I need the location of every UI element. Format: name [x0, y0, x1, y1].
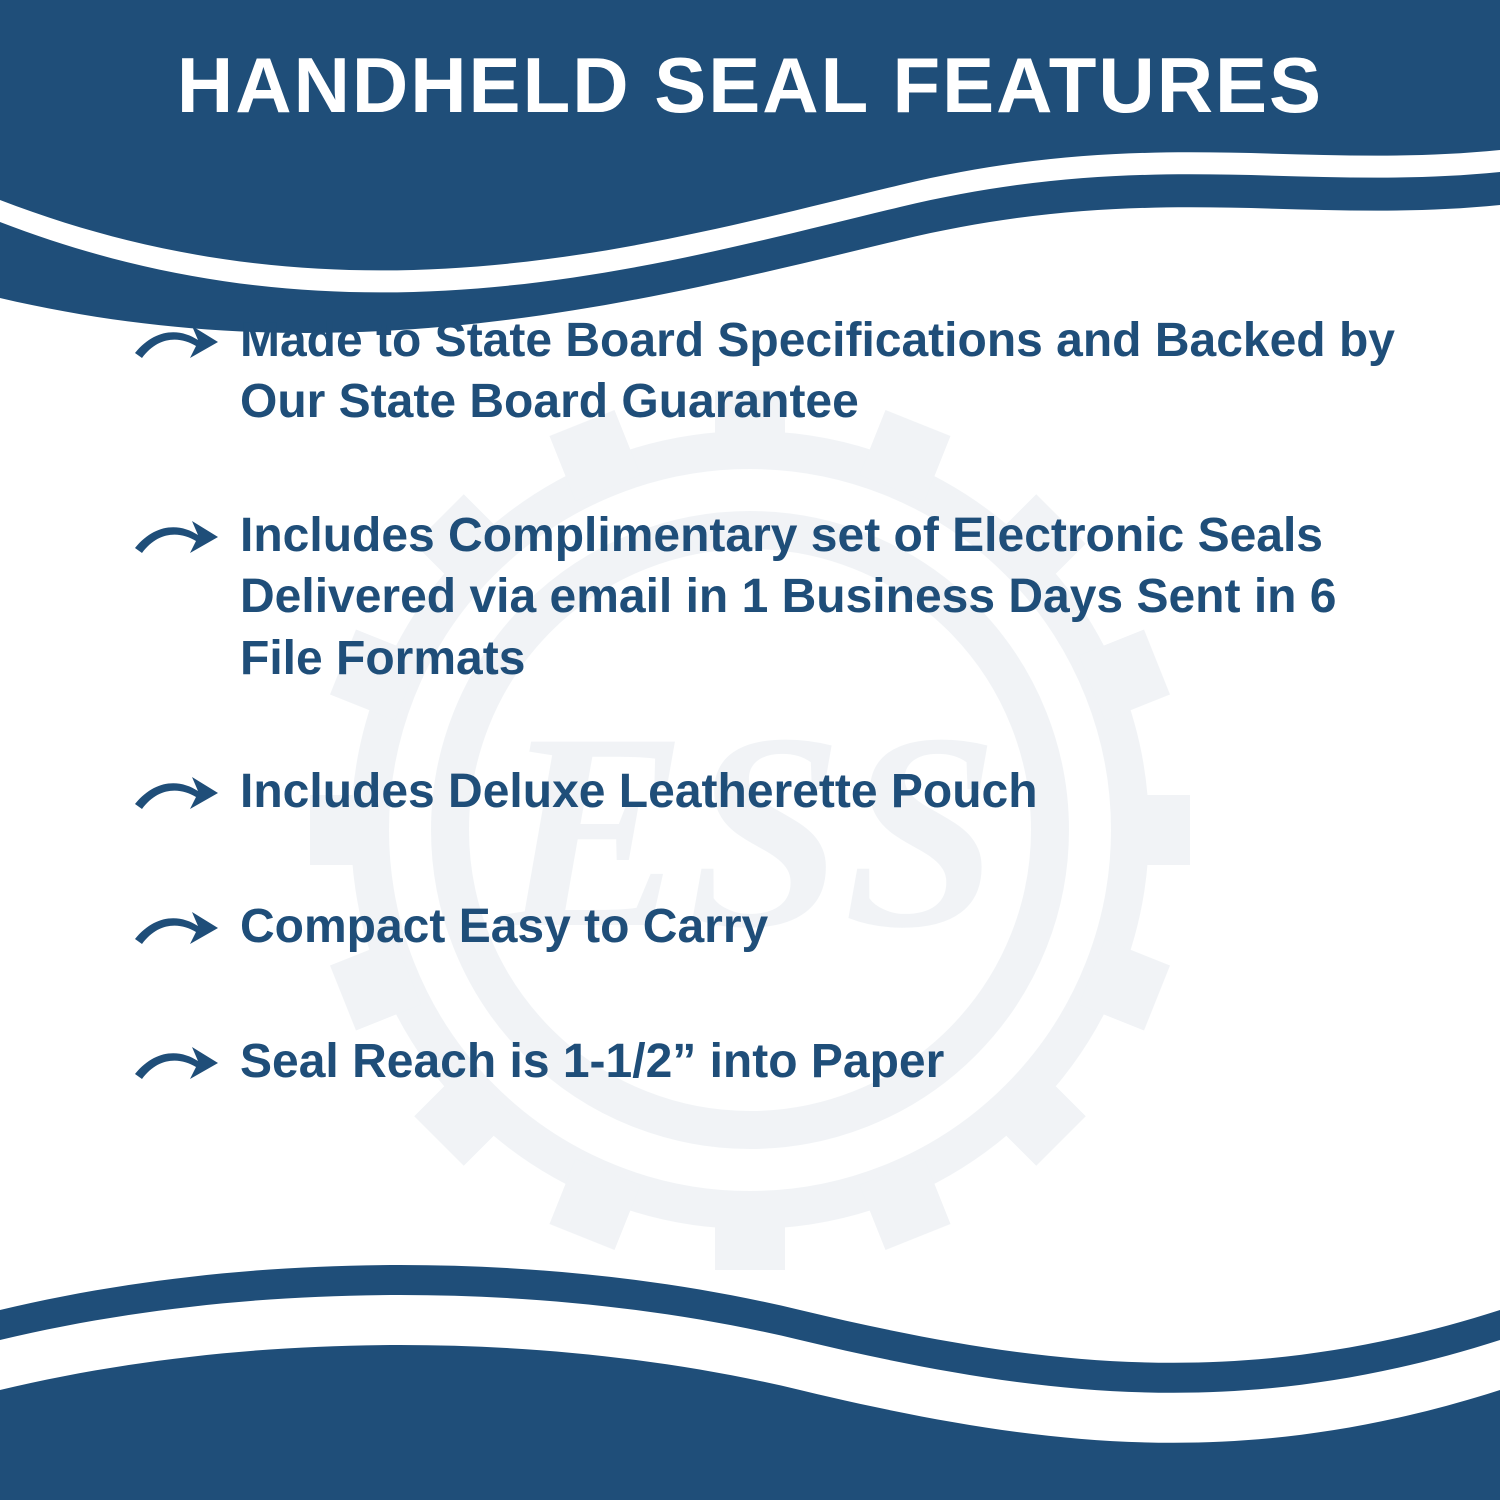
feature-list: Made to State Board Specifications and B…	[130, 310, 1410, 1166]
feature-text: Includes Complimentary set of Electronic…	[240, 505, 1410, 689]
feature-text: Seal Reach is 1-1/2” into Paper	[240, 1031, 1410, 1092]
feature-item: Compact Easy to Carry	[130, 896, 1410, 959]
arrow-icon	[130, 505, 240, 568]
arrow-icon	[130, 310, 240, 373]
header-band: HANDHELD SEAL FEATURES	[0, 0, 1500, 300]
feature-item: Includes Deluxe Leatherette Pouch	[130, 761, 1410, 824]
feature-text: Made to State Board Specifications and B…	[240, 310, 1410, 433]
arrow-icon	[130, 1031, 240, 1094]
feature-text: Compact Easy to Carry	[240, 896, 1410, 957]
arrow-icon	[130, 761, 240, 824]
feature-item: Made to State Board Specifications and B…	[130, 310, 1410, 433]
infographic-canvas: HANDHELD SEAL FEATURES	[0, 0, 1500, 1500]
feature-text: Includes Deluxe Leatherette Pouch	[240, 761, 1410, 822]
arrow-icon	[130, 896, 240, 959]
feature-item: Includes Complimentary set of Electronic…	[130, 505, 1410, 689]
feature-item: Seal Reach is 1-1/2” into Paper	[130, 1031, 1410, 1094]
page-title: HANDHELD SEAL FEATURES	[0, 40, 1500, 131]
